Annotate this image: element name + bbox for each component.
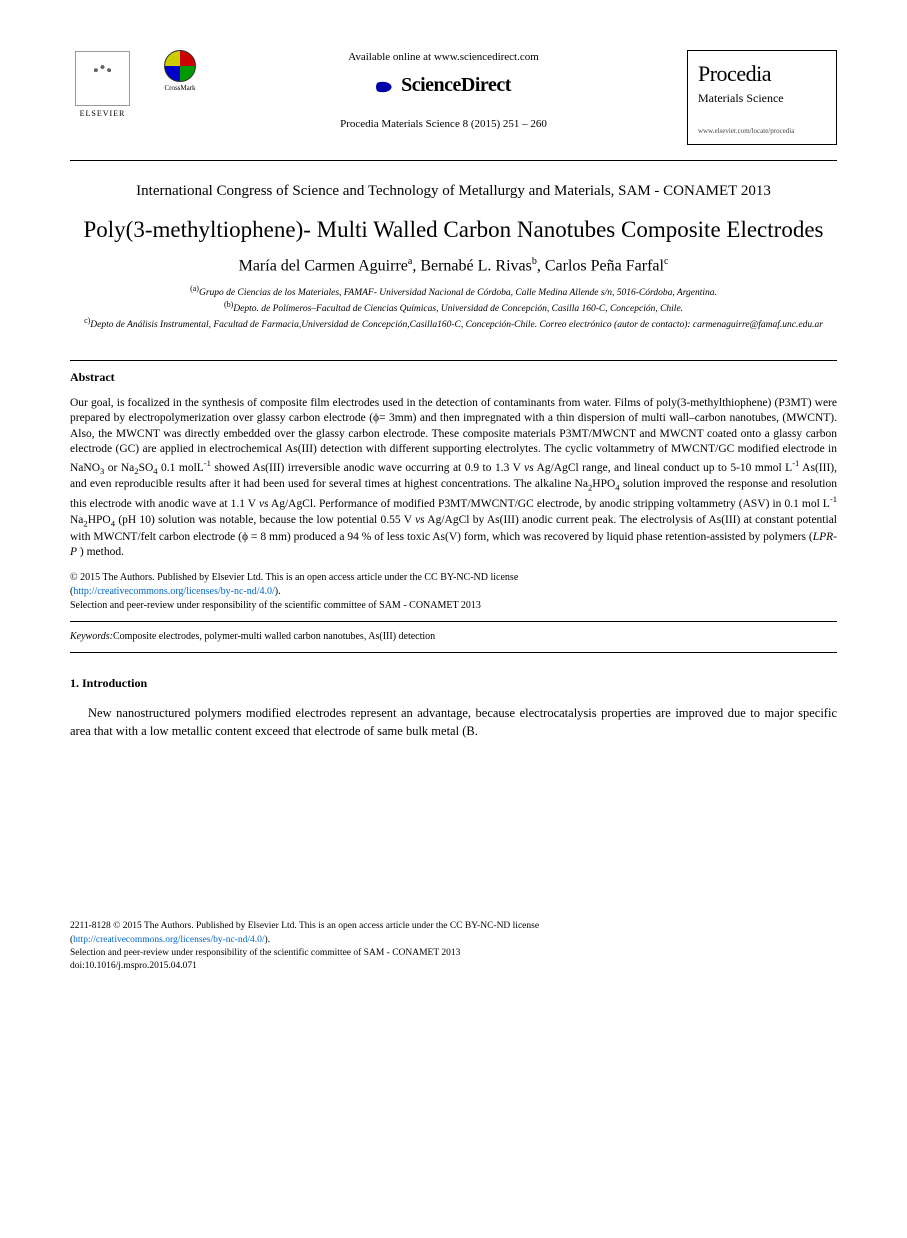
available-online-text: Available online at www.sciencedirect.co… xyxy=(215,50,672,65)
keywords-bottom-rule xyxy=(70,652,837,653)
congress-name: International Congress of Science and Te… xyxy=(70,181,837,202)
page-footer: 2211-8128 © 2015 The Authors. Published … xyxy=(70,920,837,973)
abstract-top-rule xyxy=(70,360,837,361)
article-title: Poly(3-methyltiophene)- Multi Walled Car… xyxy=(70,216,837,245)
authors: María del Carmen Aguirrea, Bernabé L. Ri… xyxy=(70,255,837,278)
elsevier-label: ELSEVIER xyxy=(80,108,126,119)
sciencedirect-swoosh-icon xyxy=(376,78,398,96)
footer-peer-review: Selection and peer-review under responsi… xyxy=(70,947,837,960)
license-link-line: (http://creativecommons.org/licenses/by-… xyxy=(70,585,837,599)
abstract-text: Our goal, is focalized in the synthesis … xyxy=(70,396,837,561)
footer-license-line: (http://creativecommons.org/licenses/by-… xyxy=(70,934,837,947)
keywords-text: Composite electrodes, polymer-multi wall… xyxy=(113,631,435,642)
license-link[interactable]: http://creativecommons.org/licenses/by-n… xyxy=(73,586,274,597)
elsevier-logo: ELSEVIER xyxy=(70,50,135,120)
sciencedirect-logo: ScienceDirect xyxy=(215,71,672,99)
journal-name-2: Materials Science xyxy=(698,90,826,107)
introduction-heading: 1. Introduction xyxy=(70,675,837,692)
keywords-top-rule xyxy=(70,621,837,622)
copyright-block: © 2015 The Authors. Published by Elsevie… xyxy=(70,571,837,613)
affiliations: (a)Grupo de Ciencias de los Materiales, … xyxy=(70,284,837,332)
footer-issn-line: 2211-8128 © 2015 The Authors. Published … xyxy=(70,920,837,933)
affiliation-b: (b)Depto. de Polímeros–Facultad de Cienc… xyxy=(70,300,837,316)
introduction-text: New nanostructured polymers modified ele… xyxy=(70,705,837,740)
left-logos: ELSEVIER CrossMark xyxy=(70,50,200,120)
header-row: ELSEVIER CrossMark Available online at w… xyxy=(70,50,837,145)
peer-review-line: Selection and peer-review under responsi… xyxy=(70,599,837,613)
footer-doi: doi:10.1016/j.mspro.2015.04.071 xyxy=(70,960,837,973)
journal-name-1: Procedia xyxy=(698,59,826,90)
crossmark-label: CrossMark xyxy=(164,84,195,94)
abstract-heading: Abstract xyxy=(70,369,837,386)
center-header: Available online at www.sciencedirect.co… xyxy=(200,50,687,133)
elsevier-tree-icon xyxy=(75,51,130,106)
crossmark-badge[interactable]: CrossMark xyxy=(160,50,200,100)
keywords-label: Keywords: xyxy=(70,631,113,642)
footer-license-link[interactable]: http://creativecommons.org/licenses/by-n… xyxy=(73,935,264,945)
crossmark-icon xyxy=(164,50,196,82)
sciencedirect-text: ScienceDirect xyxy=(401,74,511,96)
affiliation-c: c)Depto de Análisis Instrumental, Facult… xyxy=(70,316,837,332)
citation-line: Procedia Materials Science 8 (2015) 251 … xyxy=(215,117,672,132)
keywords-line: Keywords:Composite electrodes, polymer-m… xyxy=(70,630,837,644)
header-divider xyxy=(70,160,837,161)
journal-url: www.elsevier.com/locate/procedia xyxy=(698,127,826,137)
journal-box: Procedia Materials Science www.elsevier.… xyxy=(687,50,837,145)
affiliation-a: (a)Grupo de Ciencias de los Materiales, … xyxy=(70,284,837,300)
copyright-line: © 2015 The Authors. Published by Elsevie… xyxy=(70,571,837,585)
